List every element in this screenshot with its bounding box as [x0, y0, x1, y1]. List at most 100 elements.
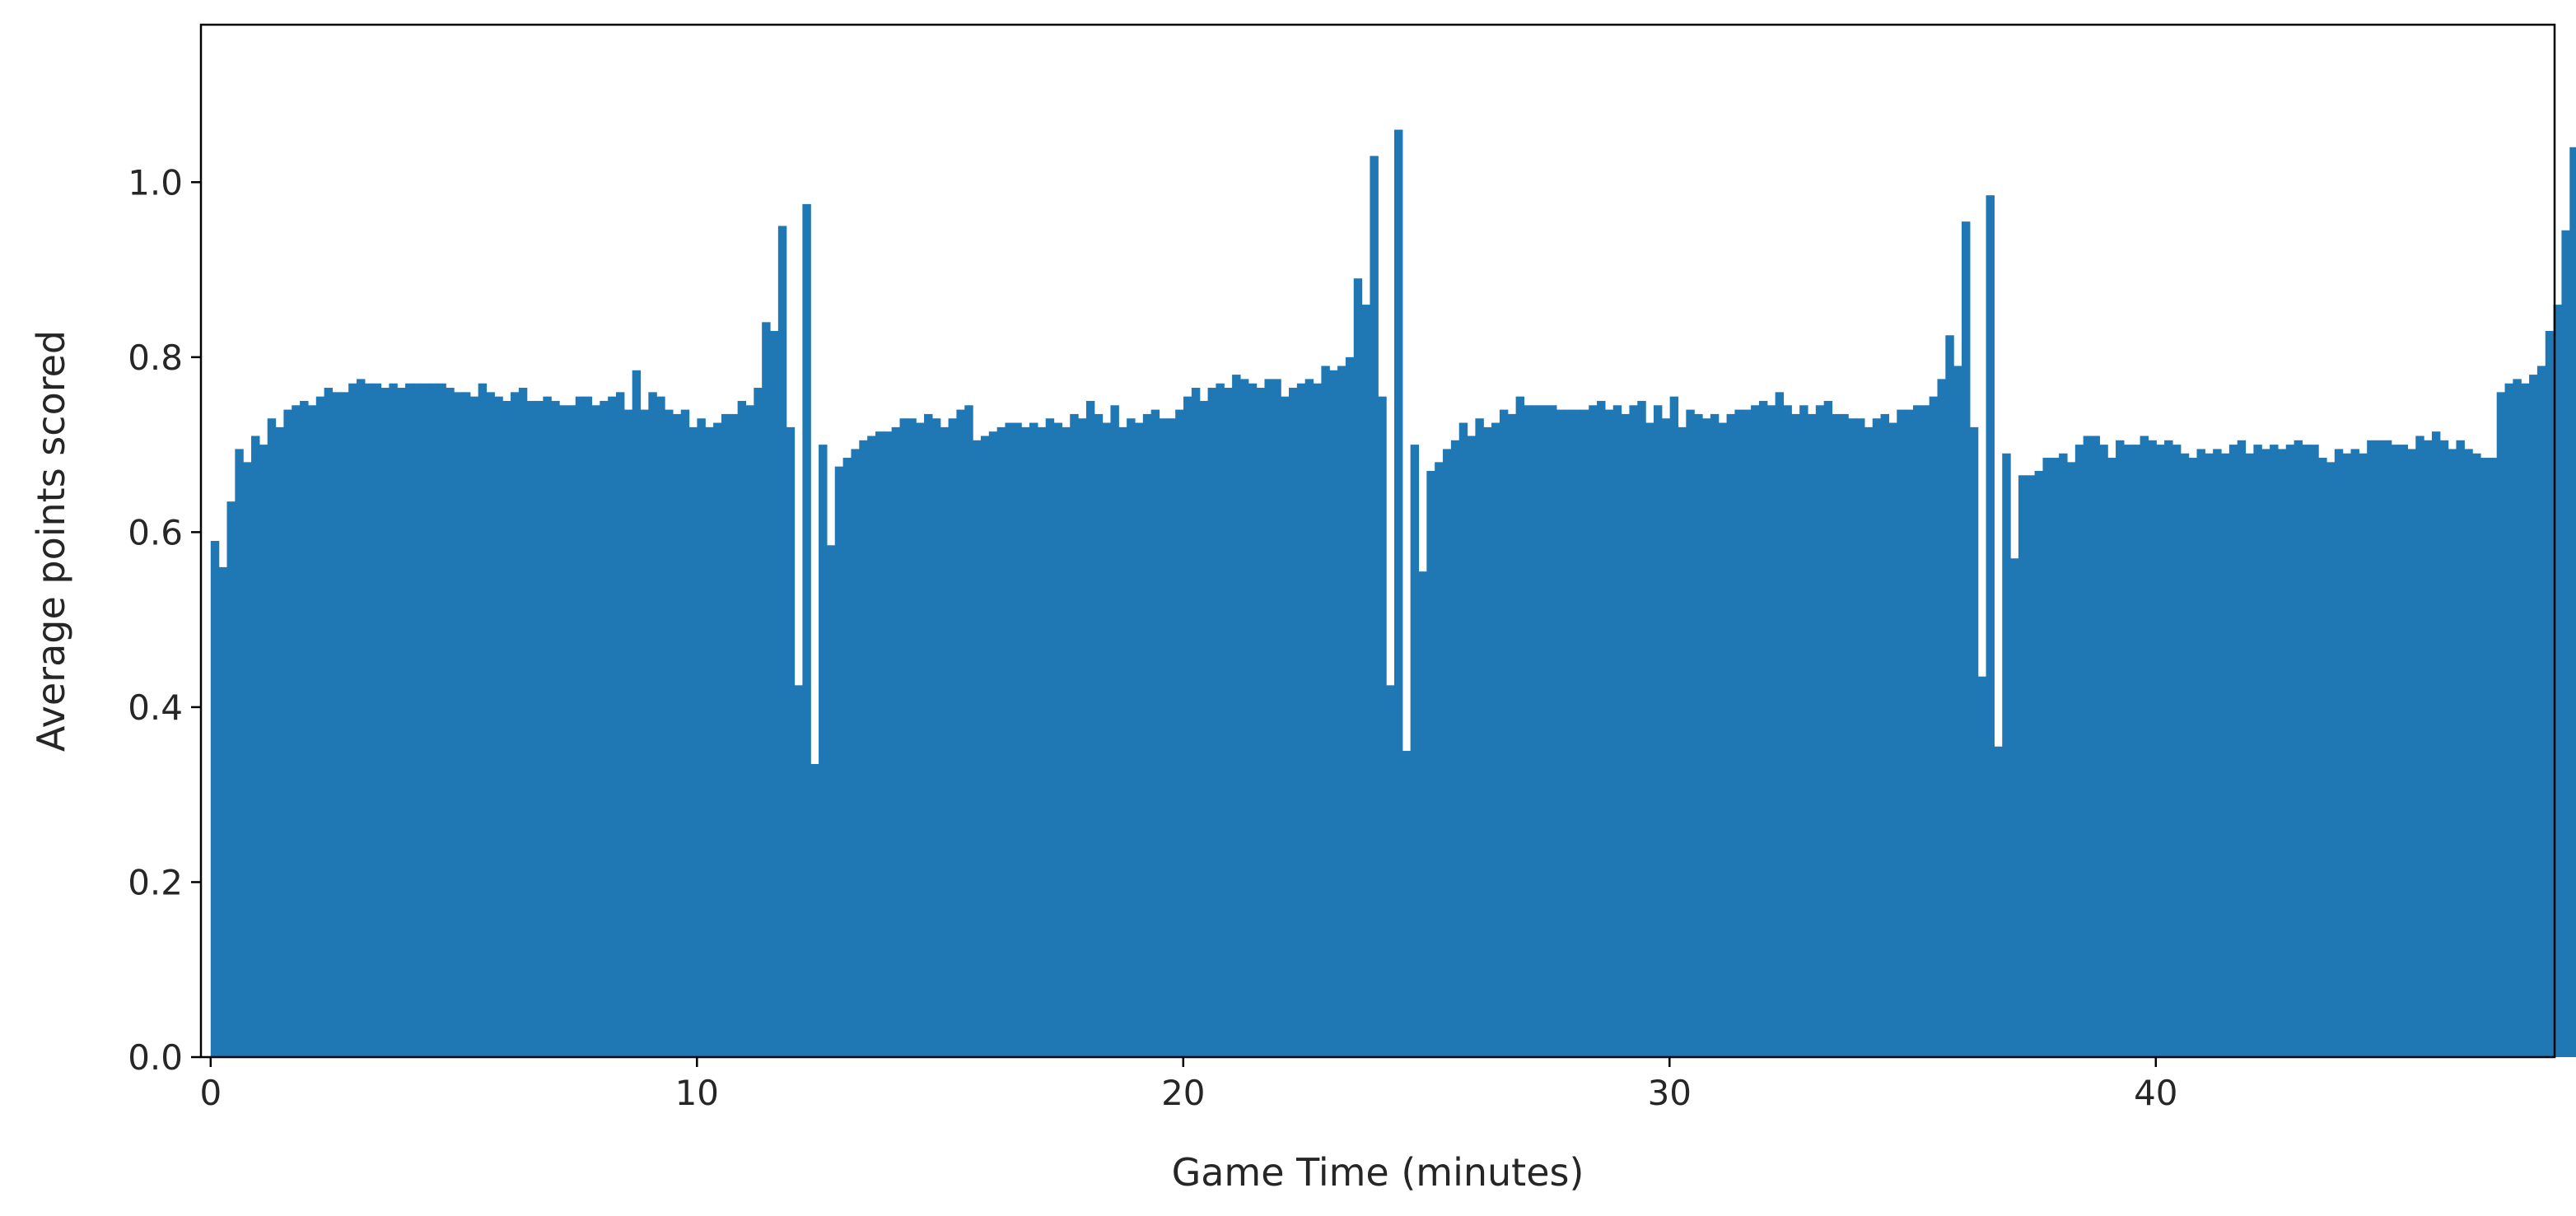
- bar: [1888, 422, 1897, 1057]
- x-axis-label: Game Time (minutes): [1172, 1150, 1584, 1195]
- bar: [940, 426, 950, 1057]
- bar: [688, 426, 698, 1057]
- bar: [1045, 418, 1055, 1058]
- bar: [2415, 436, 2424, 1057]
- bar: [1548, 405, 1557, 1057]
- bar: [2277, 449, 2287, 1057]
- bar: [899, 418, 908, 1058]
- bar: [1564, 409, 1574, 1058]
- bar: [2042, 458, 2051, 1057]
- bar: [802, 203, 811, 1058]
- bar: [380, 388, 390, 1057]
- bar: [2424, 440, 2433, 1057]
- bar: [1458, 422, 1468, 1057]
- bar: [1686, 409, 1695, 1058]
- y-tick-label: 0.8: [128, 338, 183, 378]
- bar: [1304, 379, 1314, 1057]
- bar: [1905, 409, 1914, 1058]
- bar: [1272, 379, 1281, 1057]
- bar: [2083, 436, 2093, 1057]
- bar: [1962, 221, 1971, 1057]
- bar: [2066, 462, 2076, 1057]
- bar: [754, 388, 763, 1057]
- bar: [875, 431, 884, 1057]
- bar: [551, 400, 560, 1058]
- bar: [486, 392, 495, 1058]
- bar: [2164, 440, 2173, 1057]
- bar: [2131, 445, 2141, 1057]
- bar: [2496, 392, 2506, 1058]
- bar: [1621, 413, 1631, 1057]
- bar: [1977, 676, 1987, 1057]
- bar: [2569, 147, 2576, 1057]
- bar: [226, 501, 236, 1057]
- bar: [2521, 383, 2530, 1058]
- bar: [2180, 453, 2190, 1057]
- bar: [1402, 751, 1412, 1057]
- bar: [842, 458, 852, 1057]
- bar: [1815, 405, 1825, 1057]
- bar: [2221, 453, 2230, 1057]
- bar: [891, 426, 901, 1057]
- bar: [1920, 405, 1930, 1057]
- bar: [2399, 445, 2409, 1057]
- bar: [1856, 418, 1865, 1058]
- bar: [259, 445, 268, 1057]
- bar: [1232, 375, 1241, 1058]
- bar: [1726, 413, 1735, 1057]
- bar: [745, 405, 754, 1057]
- bar: [1127, 418, 1136, 1058]
- bar: [705, 426, 714, 1057]
- bar: [300, 400, 309, 1058]
- bar: [518, 388, 528, 1057]
- bar: [2407, 449, 2416, 1057]
- bar: [526, 400, 536, 1058]
- bar: [315, 396, 325, 1057]
- bar: [794, 685, 803, 1057]
- bar: [762, 322, 771, 1057]
- bar: [1361, 305, 1371, 1057]
- bar: [1710, 413, 1720, 1057]
- bar: [1823, 400, 1833, 1058]
- bar: [1694, 413, 1703, 1057]
- bar: [1183, 396, 1192, 1057]
- bar: [931, 418, 941, 1058]
- bar: [494, 396, 503, 1057]
- x-tick-label: 40: [2134, 1073, 2177, 1113]
- bar: [1443, 449, 1452, 1057]
- bar: [1669, 396, 1679, 1057]
- bar: [1832, 413, 1841, 1057]
- bar: [2456, 440, 2465, 1057]
- bar: [1029, 422, 1038, 1057]
- bar: [1199, 400, 1209, 1058]
- bar: [810, 763, 819, 1057]
- bar: [1142, 413, 1152, 1057]
- bar: [2545, 330, 2555, 1057]
- bar: [2302, 445, 2311, 1057]
- bar: [1207, 388, 1217, 1057]
- bar: [1491, 422, 1500, 1057]
- bar: [243, 462, 252, 1057]
- bar: [1264, 379, 1273, 1057]
- bar: [1216, 383, 1225, 1058]
- bar: [2123, 445, 2133, 1057]
- bar: [908, 418, 917, 1058]
- bar: [2205, 453, 2214, 1057]
- bar: [2010, 558, 2019, 1057]
- bar: [1702, 418, 1711, 1058]
- bar: [2391, 445, 2401, 1057]
- bar: [1070, 413, 1079, 1057]
- bar: [356, 379, 366, 1057]
- y-tick-label: 0.2: [128, 862, 183, 902]
- bar: [469, 396, 479, 1057]
- bar: [1435, 462, 1444, 1057]
- bar: [1872, 418, 1882, 1058]
- bar: [2188, 458, 2198, 1057]
- bar: [275, 426, 284, 1057]
- bar: [307, 405, 317, 1057]
- bar: [1718, 422, 1728, 1057]
- bar: [1848, 418, 1857, 1058]
- bar: [1102, 422, 1112, 1057]
- bar: [1483, 426, 1492, 1057]
